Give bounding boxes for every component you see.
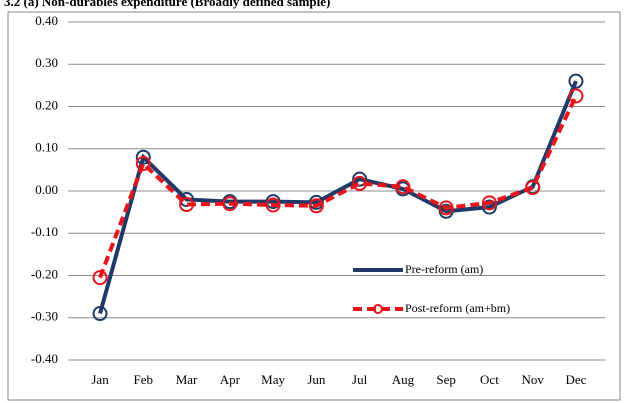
marker xyxy=(222,196,238,212)
x-tick-label: Mar xyxy=(176,372,198,387)
x-tick-label: Apr xyxy=(220,372,241,387)
marker xyxy=(352,175,368,191)
marker xyxy=(352,171,368,187)
y-tick-label: -0.20 xyxy=(31,266,58,281)
chart-border xyxy=(7,11,621,401)
y-tick-label: 0.00 xyxy=(35,182,58,197)
marker xyxy=(481,195,497,211)
legend-label: Pre-reform (am) xyxy=(405,262,483,276)
marker xyxy=(568,73,584,89)
y-tick-label: 0.30 xyxy=(35,55,58,70)
marker xyxy=(92,306,108,322)
x-tick-label: May xyxy=(261,372,285,387)
x-tick-label: Jan xyxy=(91,372,109,387)
legend-label: Post-reform (am+bm) xyxy=(405,301,510,315)
series-line xyxy=(98,95,578,279)
marker xyxy=(438,200,454,216)
legend-marker xyxy=(373,304,383,314)
x-tick-label: Oct xyxy=(480,372,499,387)
y-tick-label: 0.10 xyxy=(35,140,58,155)
marker xyxy=(135,149,151,165)
x-tick-label: Jul xyxy=(352,372,368,387)
y-tick-label: 0.40 xyxy=(35,13,58,28)
marker xyxy=(395,179,411,195)
x-tick-label: Nov xyxy=(522,372,545,387)
x-tick-label: Feb xyxy=(134,372,154,387)
y-tick-label: -0.30 xyxy=(31,309,58,324)
x-tick-label: Jun xyxy=(307,372,326,387)
chart-title: 3.2 (a) Non-durables expenditure (Broadl… xyxy=(4,0,330,9)
marker xyxy=(265,197,281,213)
x-tick-label: Aug xyxy=(392,372,415,387)
marker xyxy=(525,180,541,196)
marker xyxy=(92,270,108,286)
x-tick-label: Sep xyxy=(436,372,456,387)
y-tick-label: 0.20 xyxy=(35,97,58,112)
marker xyxy=(481,199,497,215)
y-tick-label: -0.10 xyxy=(31,224,58,239)
marker xyxy=(308,198,324,214)
marker xyxy=(179,197,195,213)
x-tick-label: Dec xyxy=(565,372,586,387)
marker xyxy=(568,88,584,104)
marker xyxy=(135,156,151,172)
y-tick-label: -0.40 xyxy=(31,351,58,366)
